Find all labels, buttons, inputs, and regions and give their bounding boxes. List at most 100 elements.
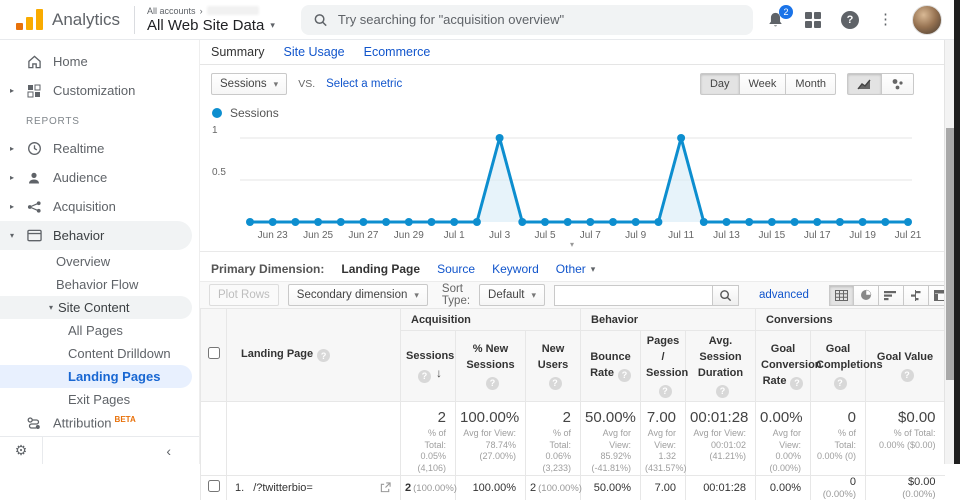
chart-point[interactable] [428,218,436,226]
help-icon[interactable]: ? [486,377,499,390]
column-header-goal-conv-rate[interactable]: Goal Conversion Rate? [756,331,811,402]
chart-point[interactable] [609,218,617,226]
chart-point[interactable] [859,218,867,226]
chart-point[interactable] [700,218,708,226]
collapse-sidebar-icon[interactable]: ‹ [166,443,171,459]
select-all-checkbox[interactable] [208,347,220,359]
chart-point[interactable] [586,218,594,226]
tab-ecommerce[interactable]: Ecommerce [364,45,431,59]
expand-right-icon[interactable]: ▸ [0,86,24,95]
comparison-view-button[interactable] [904,285,929,306]
chart-point[interactable] [904,218,912,226]
expand-right-icon[interactable]: ▸ [0,202,24,211]
sort-type-button[interactable]: Default ▾ [479,284,545,306]
tab-site-usage[interactable]: Site Usage [283,45,344,59]
chart-point[interactable] [881,218,889,226]
sidebar-item-audience[interactable]: ▸ Audience [0,163,192,192]
notifications-button[interactable]: 2 [766,11,785,29]
column-header-bounce-rate[interactable]: Bounce Rate? [581,331,641,402]
sidebar-item-exit-pages[interactable]: Exit Pages [0,388,192,411]
performance-view-button[interactable] [879,285,904,306]
chart-point[interactable] [541,218,549,226]
granularity-day-button[interactable]: Day [700,73,740,95]
kebab-menu-icon[interactable]: ⋮ [878,12,893,27]
vertical-scrollbar[interactable] [944,40,954,464]
open-page-icon[interactable] [380,482,391,493]
motion-chart-view-button[interactable] [882,73,914,95]
column-header-avg-duration[interactable]: Avg. Session Duration? [686,331,756,402]
chart-point[interactable] [291,218,299,226]
help-icon[interactable]: ? [418,370,431,383]
dimension-other[interactable]: Other ▾ [556,262,596,276]
chart-point[interactable] [405,218,413,226]
help-icon[interactable]: ? [716,385,729,398]
column-header-pages-session[interactable]: Pages / Session? [641,331,686,402]
percentage-view-button[interactable] [854,285,879,306]
account-switcher[interactable]: All accounts › All Web Site Data ▾ [147,6,275,34]
secondary-dimension-button[interactable]: Secondary dimension ▾ [288,284,428,306]
plot-rows-button[interactable]: Plot Rows [209,284,279,306]
chart-point[interactable] [496,134,504,142]
chart-point[interactable] [518,218,526,226]
help-icon[interactable]: ? [317,349,330,362]
column-header-pct-new-sessions[interactable]: % New Sessions? [456,331,526,402]
scrollbar-thumb[interactable] [946,128,954,380]
granularity-week-button[interactable]: Week [740,73,787,95]
chart-point[interactable] [677,134,685,142]
table-search-button[interactable] [712,285,739,306]
chart-point[interactable] [382,218,390,226]
chart-point[interactable] [768,218,776,226]
analytics-logo-icon[interactable] [16,9,43,30]
chart-point[interactable] [473,218,481,226]
help-icon[interactable]: ? [834,377,847,390]
help-icon[interactable]: ? [790,377,803,390]
sidebar-item-behavior[interactable]: ▾ Behavior [0,221,192,250]
chart-point[interactable] [791,218,799,226]
column-header-goal-completions[interactable]: Goal Completions? [811,331,866,402]
help-icon[interactable]: ? [901,369,914,382]
dimension-source[interactable]: Source [437,262,475,276]
row-landing-page-link[interactable]: /?twitterbio= [253,482,313,494]
chart-point[interactable] [314,218,322,226]
sidebar-item-landing-pages[interactable]: Landing Pages [0,365,192,388]
help-icon[interactable]: ? [549,377,562,390]
collapse-chart-icon[interactable]: ▾ [200,240,944,249]
sidebar-item-behavior-flow[interactable]: Behavior Flow [0,273,192,296]
chart-point[interactable] [654,218,662,226]
sidebar-item-all-pages[interactable]: All Pages [0,319,192,342]
sidebar-item-realtime[interactable]: ▸ Realtime [0,134,192,163]
column-header-sessions[interactable]: Sessions?↓ [401,331,456,402]
expand-right-icon[interactable]: ▸ [0,144,24,153]
chart-point[interactable] [450,218,458,226]
chart-point[interactable] [813,218,821,226]
chart-point[interactable] [269,218,277,226]
caret-down-icon[interactable]: ▾ [44,303,58,312]
sidebar-item-overview[interactable]: Overview [0,250,192,273]
apps-grid-icon[interactable] [804,11,822,29]
metric-selector-button[interactable]: Sessions ▾ [211,73,287,95]
dimension-landing-page[interactable]: Landing Page [341,262,420,276]
sidebar-item-customization[interactable]: ▸ Customization [0,76,192,105]
sidebar-item-attribution[interactable]: AttributionBETA [0,411,192,435]
chart-point[interactable] [632,218,640,226]
column-header-landing-page[interactable]: Landing Page? [227,309,401,402]
chart-point[interactable] [745,218,753,226]
settings-gear-icon[interactable]: ⚙ [0,437,43,464]
chart-point[interactable] [337,218,345,226]
chart-point[interactable] [836,218,844,226]
chart-point[interactable] [723,218,731,226]
chart-point[interactable] [359,218,367,226]
sidebar-item-site-content[interactable]: ▾ Site Content [0,296,192,319]
search-input[interactable] [338,12,741,27]
advanced-search-link[interactable]: advanced [759,289,809,301]
sidebar-item-acquisition[interactable]: ▸ Acquisition [0,192,192,221]
avatar[interactable] [912,5,942,35]
help-icon[interactable]: ? [659,385,672,398]
sidebar-item-content-drilldown[interactable]: Content Drilldown [0,342,192,365]
help-icon[interactable]: ? [618,369,631,382]
granularity-month-button[interactable]: Month [786,73,836,95]
data-view-button[interactable] [829,285,854,306]
row-checkbox[interactable] [208,480,220,492]
column-header-new-users[interactable]: New Users? [526,331,581,402]
chart-point[interactable] [564,218,572,226]
